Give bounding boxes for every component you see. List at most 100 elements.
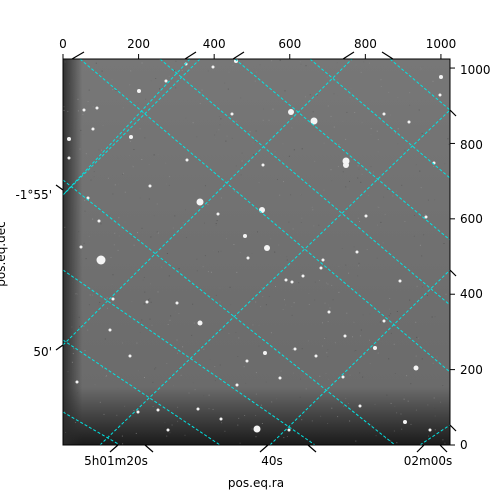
noise-speck xyxy=(215,138,217,140)
noise-speck xyxy=(258,345,260,347)
noise-speck xyxy=(85,258,87,260)
noise-speck xyxy=(226,135,228,137)
noise-speck xyxy=(228,332,230,334)
noise-speck xyxy=(291,127,293,129)
noise-speck xyxy=(448,143,450,145)
noise-speck xyxy=(98,149,100,151)
right-tick-label-0: 0 xyxy=(460,438,468,452)
star xyxy=(111,297,115,301)
noise-speck xyxy=(279,194,281,196)
noise-speck xyxy=(196,136,198,138)
noise-speck xyxy=(432,405,434,407)
noise-speck xyxy=(192,303,194,305)
star xyxy=(82,108,86,112)
noise-speck xyxy=(429,133,430,135)
noise-speck xyxy=(392,195,394,197)
star xyxy=(164,79,168,83)
noise-speck xyxy=(291,348,293,350)
noise-speck xyxy=(215,225,217,226)
noise-speck xyxy=(320,415,322,417)
noise-speck xyxy=(276,417,278,418)
noise-speck xyxy=(64,411,66,413)
noise-speck xyxy=(177,420,179,422)
noise-speck xyxy=(98,303,100,305)
noise-speck xyxy=(89,294,91,296)
noise-speck xyxy=(342,120,344,122)
noise-speck xyxy=(415,164,417,166)
world-tick-mark xyxy=(439,444,448,453)
noise-speck xyxy=(215,294,217,296)
noise-speck xyxy=(225,140,227,142)
star xyxy=(261,163,265,167)
noise-speck xyxy=(390,402,392,404)
noise-speck xyxy=(387,188,389,190)
noise-speck xyxy=(352,336,353,338)
star xyxy=(310,117,318,125)
noise-speck xyxy=(379,321,381,323)
noise-speck xyxy=(373,171,374,173)
noise-speck xyxy=(92,106,94,108)
noise-speck xyxy=(100,223,102,225)
noise-speck xyxy=(172,227,174,229)
noise-speck xyxy=(330,169,332,171)
noise-speck xyxy=(282,337,284,339)
noise-speck xyxy=(255,71,257,73)
noise-speck xyxy=(314,299,316,301)
noise-speck xyxy=(446,156,448,157)
noise-speck xyxy=(337,416,339,418)
noise-speck xyxy=(316,94,318,96)
grid-line xyxy=(99,109,450,445)
noise-speck xyxy=(332,299,334,301)
noise-speck xyxy=(85,153,87,155)
noise-speck xyxy=(261,423,263,424)
noise-speck xyxy=(228,71,230,73)
noise-speck xyxy=(107,307,108,309)
noise-speck xyxy=(239,251,241,253)
noise-speck xyxy=(130,70,132,72)
noise-speck xyxy=(357,165,359,167)
noise-speck xyxy=(235,332,237,333)
world-tick-mark xyxy=(342,51,355,60)
noise-speck xyxy=(291,306,293,308)
noise-speck xyxy=(419,67,421,69)
star xyxy=(91,127,95,131)
dec-tick-label-55: -1°55' xyxy=(15,188,52,202)
noise-speck xyxy=(327,105,329,107)
noise-speck xyxy=(238,417,240,419)
noise-speck xyxy=(369,313,371,315)
noise-speck xyxy=(221,422,223,424)
noise-speck xyxy=(346,111,348,113)
world-tick-mark xyxy=(381,51,394,60)
star xyxy=(424,215,428,219)
noise-speck xyxy=(293,149,295,151)
noise-speck xyxy=(88,235,90,237)
noise-speck xyxy=(157,153,159,155)
noise-speck xyxy=(438,118,440,120)
noise-speck xyxy=(423,234,425,236)
noise-speck xyxy=(73,348,75,350)
star xyxy=(197,320,203,326)
noise-speck xyxy=(64,61,66,63)
noise-speck xyxy=(169,176,171,178)
noise-speck xyxy=(80,129,82,131)
noise-speck xyxy=(113,380,115,382)
noise-speck xyxy=(318,224,320,226)
noise-speck xyxy=(258,182,260,184)
noise-speck xyxy=(143,303,145,305)
noise-speck xyxy=(404,221,406,222)
noise-speck xyxy=(300,63,302,65)
noise-speck xyxy=(101,367,103,369)
noise-speck xyxy=(354,350,355,352)
noise-speck xyxy=(159,88,161,90)
star xyxy=(413,365,419,371)
noise-speck xyxy=(229,286,231,288)
star xyxy=(79,245,83,249)
noise-speck xyxy=(432,362,434,364)
noise-speck xyxy=(324,302,326,304)
world-tick-mark xyxy=(144,444,154,453)
noise-speck xyxy=(233,244,235,245)
noise-speck xyxy=(282,143,284,145)
noise-speck xyxy=(84,200,86,202)
noise-speck xyxy=(103,413,105,415)
star xyxy=(373,346,377,350)
